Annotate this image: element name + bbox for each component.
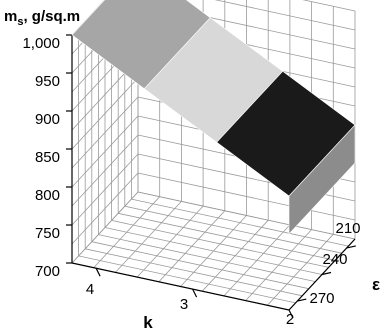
eps-axis-tick [346,245,356,249]
floor-gridline [158,210,226,283]
side-wall-gridline [71,115,139,188]
floor-gridline [124,205,342,254]
k-axis-tick [192,288,198,298]
z-tick-label: 950 [35,73,60,90]
eps-axis-ticks: 210 240 270 [309,220,360,307]
side-wall-gridline [71,77,139,150]
floor-gridline [111,220,329,268]
z-tick-label: 800 [35,187,60,204]
eps-axis-tick [321,271,332,276]
k-tick-label: 4 [86,281,94,298]
floor-gridline [115,201,182,273]
eps-tick-label: 270 [309,290,334,307]
k-axis-title: k [143,313,153,332]
surface-bands [71,0,356,235]
floor-gridline [131,198,349,247]
k-axis-line [71,262,290,311]
z-axis-title: ms, g/sq.m [4,8,80,28]
k-axis-tick [288,309,294,319]
eps-axis-title: ε [372,275,380,294]
z-axis-title-subscript: s [17,16,23,28]
k-tick-label: 2 [286,311,294,328]
floor-gridline [104,227,323,275]
side-wall-gridline [71,153,139,226]
back-wall-gridline [137,172,356,221]
side-wall-gridline [71,96,139,169]
z-axis-ticks: 1,000 950 900 850 800 750 700 [22,35,60,280]
k-tick-label: 3 [180,296,188,313]
floor-gridline [93,196,160,268]
z-tick-label: 700 [35,263,60,280]
z-tick-label: 850 [35,149,60,166]
z-axis-title-unit: , g/sq.m [23,8,80,25]
eps-axis-tick [297,298,307,302]
back-wall-gridline [137,191,356,240]
side-wall-gridline [71,134,139,207]
floor-gridline [118,212,336,261]
eps-tick-label: 240 [322,251,347,268]
z-tick-label: 900 [35,111,60,128]
back-wall-gridline [302,0,356,12]
floor-gridline [136,205,204,278]
side-wall-gridline [71,191,139,264]
z-tick-label: 1,000 [22,35,60,52]
side-wall-gridline [71,172,139,245]
chart-frame [66,34,356,319]
k-axis-tick [95,267,101,277]
z-tick-label: 750 [35,225,60,242]
k-axis-ticks: 4 3 2 [86,281,294,328]
back-wall-gridline [214,0,356,31]
eps-tick-label: 210 [335,220,360,237]
z-axis-title-main: m [4,8,17,25]
surface-band [288,124,356,235]
